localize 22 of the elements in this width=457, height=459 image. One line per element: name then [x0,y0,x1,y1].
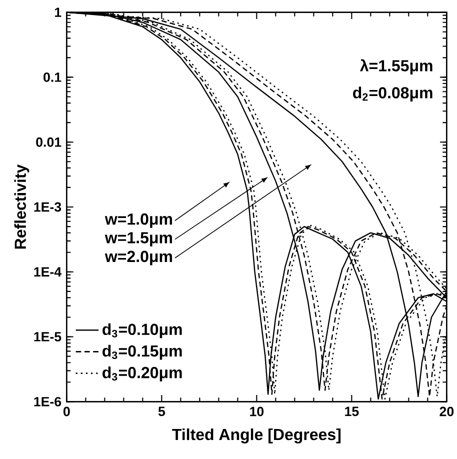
annotation: w=2.0μm [104,250,172,266]
y-tick-label: 1E-3 [34,202,62,212]
legend-label: d$_{3}$=0.10μm [102,323,182,338]
y-tick-label: 1 [54,8,62,17]
x-tick-label: 0 [63,406,70,416]
annotation: w=1.5μm [104,232,172,246]
x-tick-label: 10 [250,406,264,416]
annotation: d$_{2}$=0.08μm [353,86,432,102]
y-tick-label: 1E-4 [34,267,62,276]
x-tick-label: 5 [158,406,166,416]
x-tick-label: 20 [440,406,454,416]
y-tick-label: 1E-5 [34,332,62,342]
y-tick-label: 0.1 [44,72,62,82]
x-tick-label: 15 [345,406,359,416]
y-axis-title: Reflectivity [14,164,30,249]
y-tick-label: 0.01 [36,137,62,147]
legend-label: d$_{3}$=0.20μm [102,366,182,382]
annotation: λ=1.55μm [360,59,432,74]
x-axis-title: Tilted Angle [Degrees] [172,428,341,444]
y-tick-label: 1E-6 [34,396,62,406]
legend-label: d$_{3}$=0.15μm [102,344,182,360]
annotation: w=1.0μm [104,213,172,228]
